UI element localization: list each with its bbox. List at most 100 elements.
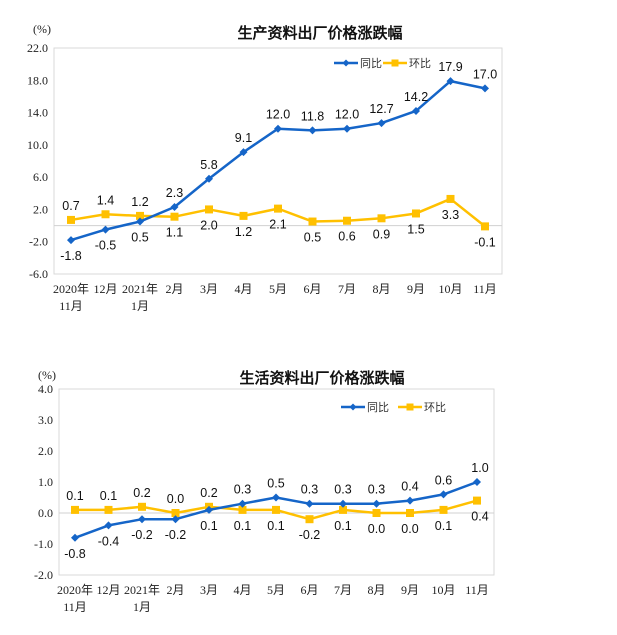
- mom-data-label: 0.0: [368, 522, 385, 536]
- yoy-data-label: -0.8: [64, 547, 86, 561]
- y-tick-label: 18.0: [27, 73, 48, 87]
- x-tick-label: 2月: [166, 583, 184, 597]
- plot-area: [53, 47, 503, 275]
- yoy-legend-marker: [342, 59, 350, 67]
- yoy-data-label: 0.3: [334, 483, 351, 497]
- mom-data-label: 0.2: [200, 486, 217, 500]
- mom-point-marker: [339, 505, 347, 514]
- x-tick-label: 8月: [372, 282, 390, 296]
- yoy-point-marker: [138, 515, 146, 524]
- yoy-point-marker: [272, 493, 280, 502]
- mom-point-marker: [136, 211, 144, 220]
- legend-label-mom: 环比: [409, 57, 431, 70]
- yoy-point-marker: [372, 499, 381, 508]
- yoy-data-label: 0.3: [301, 483, 318, 497]
- x-tick-label: 10月: [438, 282, 462, 296]
- y-tick-label: 22.0: [27, 41, 48, 55]
- yoy-point-marker: [308, 126, 317, 135]
- legend: 同比 环比: [334, 57, 431, 70]
- mom-point-marker: [343, 216, 351, 225]
- yoy-data-label: 11.8: [301, 109, 324, 123]
- yoy-data-label: 14.2: [404, 90, 428, 104]
- legend-label-yoy: 同比: [360, 57, 382, 70]
- mom-point-marker: [372, 509, 381, 517]
- x-tick-label: 2020年: [53, 282, 89, 296]
- yoy-point-marker: [171, 515, 180, 524]
- x-tick-label: 9月: [401, 583, 419, 597]
- mom-point-marker: [67, 215, 75, 224]
- yoy-point-marker: [238, 499, 247, 508]
- x-tick-label: 4月: [234, 282, 252, 296]
- yoy-point-marker: [205, 174, 213, 183]
- mom-point-marker: [171, 509, 180, 517]
- mom-point-marker: [71, 505, 79, 514]
- mom-data-label: 1.2: [131, 195, 148, 209]
- mom-point-marker: [308, 217, 317, 226]
- y-tick-label: 2.0: [33, 202, 48, 216]
- yoy-data-label: 17.0: [473, 67, 497, 81]
- yoy-data-label: 5.8: [200, 158, 217, 172]
- y-tick-label: 3.0: [38, 413, 53, 427]
- mom-data-label: 1.1: [166, 226, 183, 240]
- mom-data-label: 0.2: [133, 486, 150, 500]
- yoy-data-label: 0.3: [368, 483, 385, 497]
- x-tick-label: 8月: [367, 583, 385, 597]
- yoy-data-label: -0.5: [95, 239, 117, 253]
- x-tick-label: 6月: [300, 583, 318, 597]
- mom-point-marker: [272, 505, 280, 514]
- y-tick-label: -2.0: [34, 568, 53, 582]
- consumer-goods-chart: 生活资料出厂价格涨跌幅 (%)4.0 3.0 2.0 1.0 0.0 -1.0 -2.0 202…: [34, 368, 495, 614]
- y-tick-label: -6.0: [29, 267, 48, 281]
- yoy-point-marker: [305, 499, 314, 508]
- mom-point-marker: [239, 211, 248, 220]
- legend-label-yoy: 同比: [367, 401, 389, 414]
- y-axis-unit: (%): [33, 22, 51, 36]
- x-tick-label: 5月: [267, 583, 285, 597]
- x-tick-label: 11月: [59, 299, 83, 313]
- yoy-point-marker: [274, 124, 282, 133]
- mom-data-label: 0.9: [373, 227, 390, 241]
- yoy-data-label: 0.5: [267, 477, 284, 491]
- x-tick-label: 2021年: [124, 583, 160, 597]
- yoy-legend-marker: [349, 403, 357, 411]
- mom-point-marker: [481, 222, 489, 231]
- x-tick-label: 3月: [200, 583, 218, 597]
- yoy-point-marker: [71, 533, 79, 542]
- y-tick-label: 0.0: [38, 506, 53, 520]
- mom-data-label: 0.1: [334, 519, 351, 533]
- mom-data-label: 0.0: [401, 522, 418, 536]
- yoy-data-label: 0.1: [200, 519, 217, 533]
- yoy-data-label: 9.1: [235, 131, 252, 145]
- yoy-data-label: 12.0: [266, 108, 290, 122]
- mom-data-label: 1.4: [97, 193, 114, 207]
- mom-data-label: 0.1: [435, 519, 452, 533]
- yoy-data-label: 0.6: [435, 473, 452, 487]
- x-tick-label: 10月: [431, 583, 455, 597]
- yoy-data-label: 0.3: [234, 483, 251, 497]
- yoy-point-marker: [170, 203, 179, 212]
- yoy-point-marker: [412, 106, 420, 115]
- yoy-point-marker: [239, 148, 248, 157]
- mom-data-label: 0.4: [471, 510, 488, 524]
- yoy-point-marker: [67, 236, 75, 245]
- mom-point-marker: [138, 502, 146, 511]
- mom-point-marker: [412, 209, 420, 218]
- mom-data-label: 0.5: [304, 231, 321, 245]
- yoy-data-label: -1.8: [60, 249, 82, 263]
- y-tick-label: -1.0: [34, 537, 53, 551]
- y-axis-unit: (%): [38, 368, 56, 382]
- legend-label-mom: 环比: [424, 401, 446, 414]
- mom-point-marker: [205, 205, 213, 214]
- mom-data-label: 3.3: [442, 208, 459, 222]
- yoy-data-label: 0.5: [131, 231, 148, 245]
- mom-point-marker: [473, 496, 481, 505]
- yoy-point-marker: [439, 490, 448, 499]
- mom-data-label: 1.5: [407, 222, 424, 236]
- yoy-data-label: 12.0: [335, 108, 359, 122]
- y-tick-label: -2.0: [29, 235, 48, 249]
- mom-data-label: -0.2: [299, 528, 321, 542]
- x-tick-label: 2021年: [122, 282, 158, 296]
- mom-point-marker: [170, 212, 179, 221]
- mom-point-marker: [238, 505, 247, 514]
